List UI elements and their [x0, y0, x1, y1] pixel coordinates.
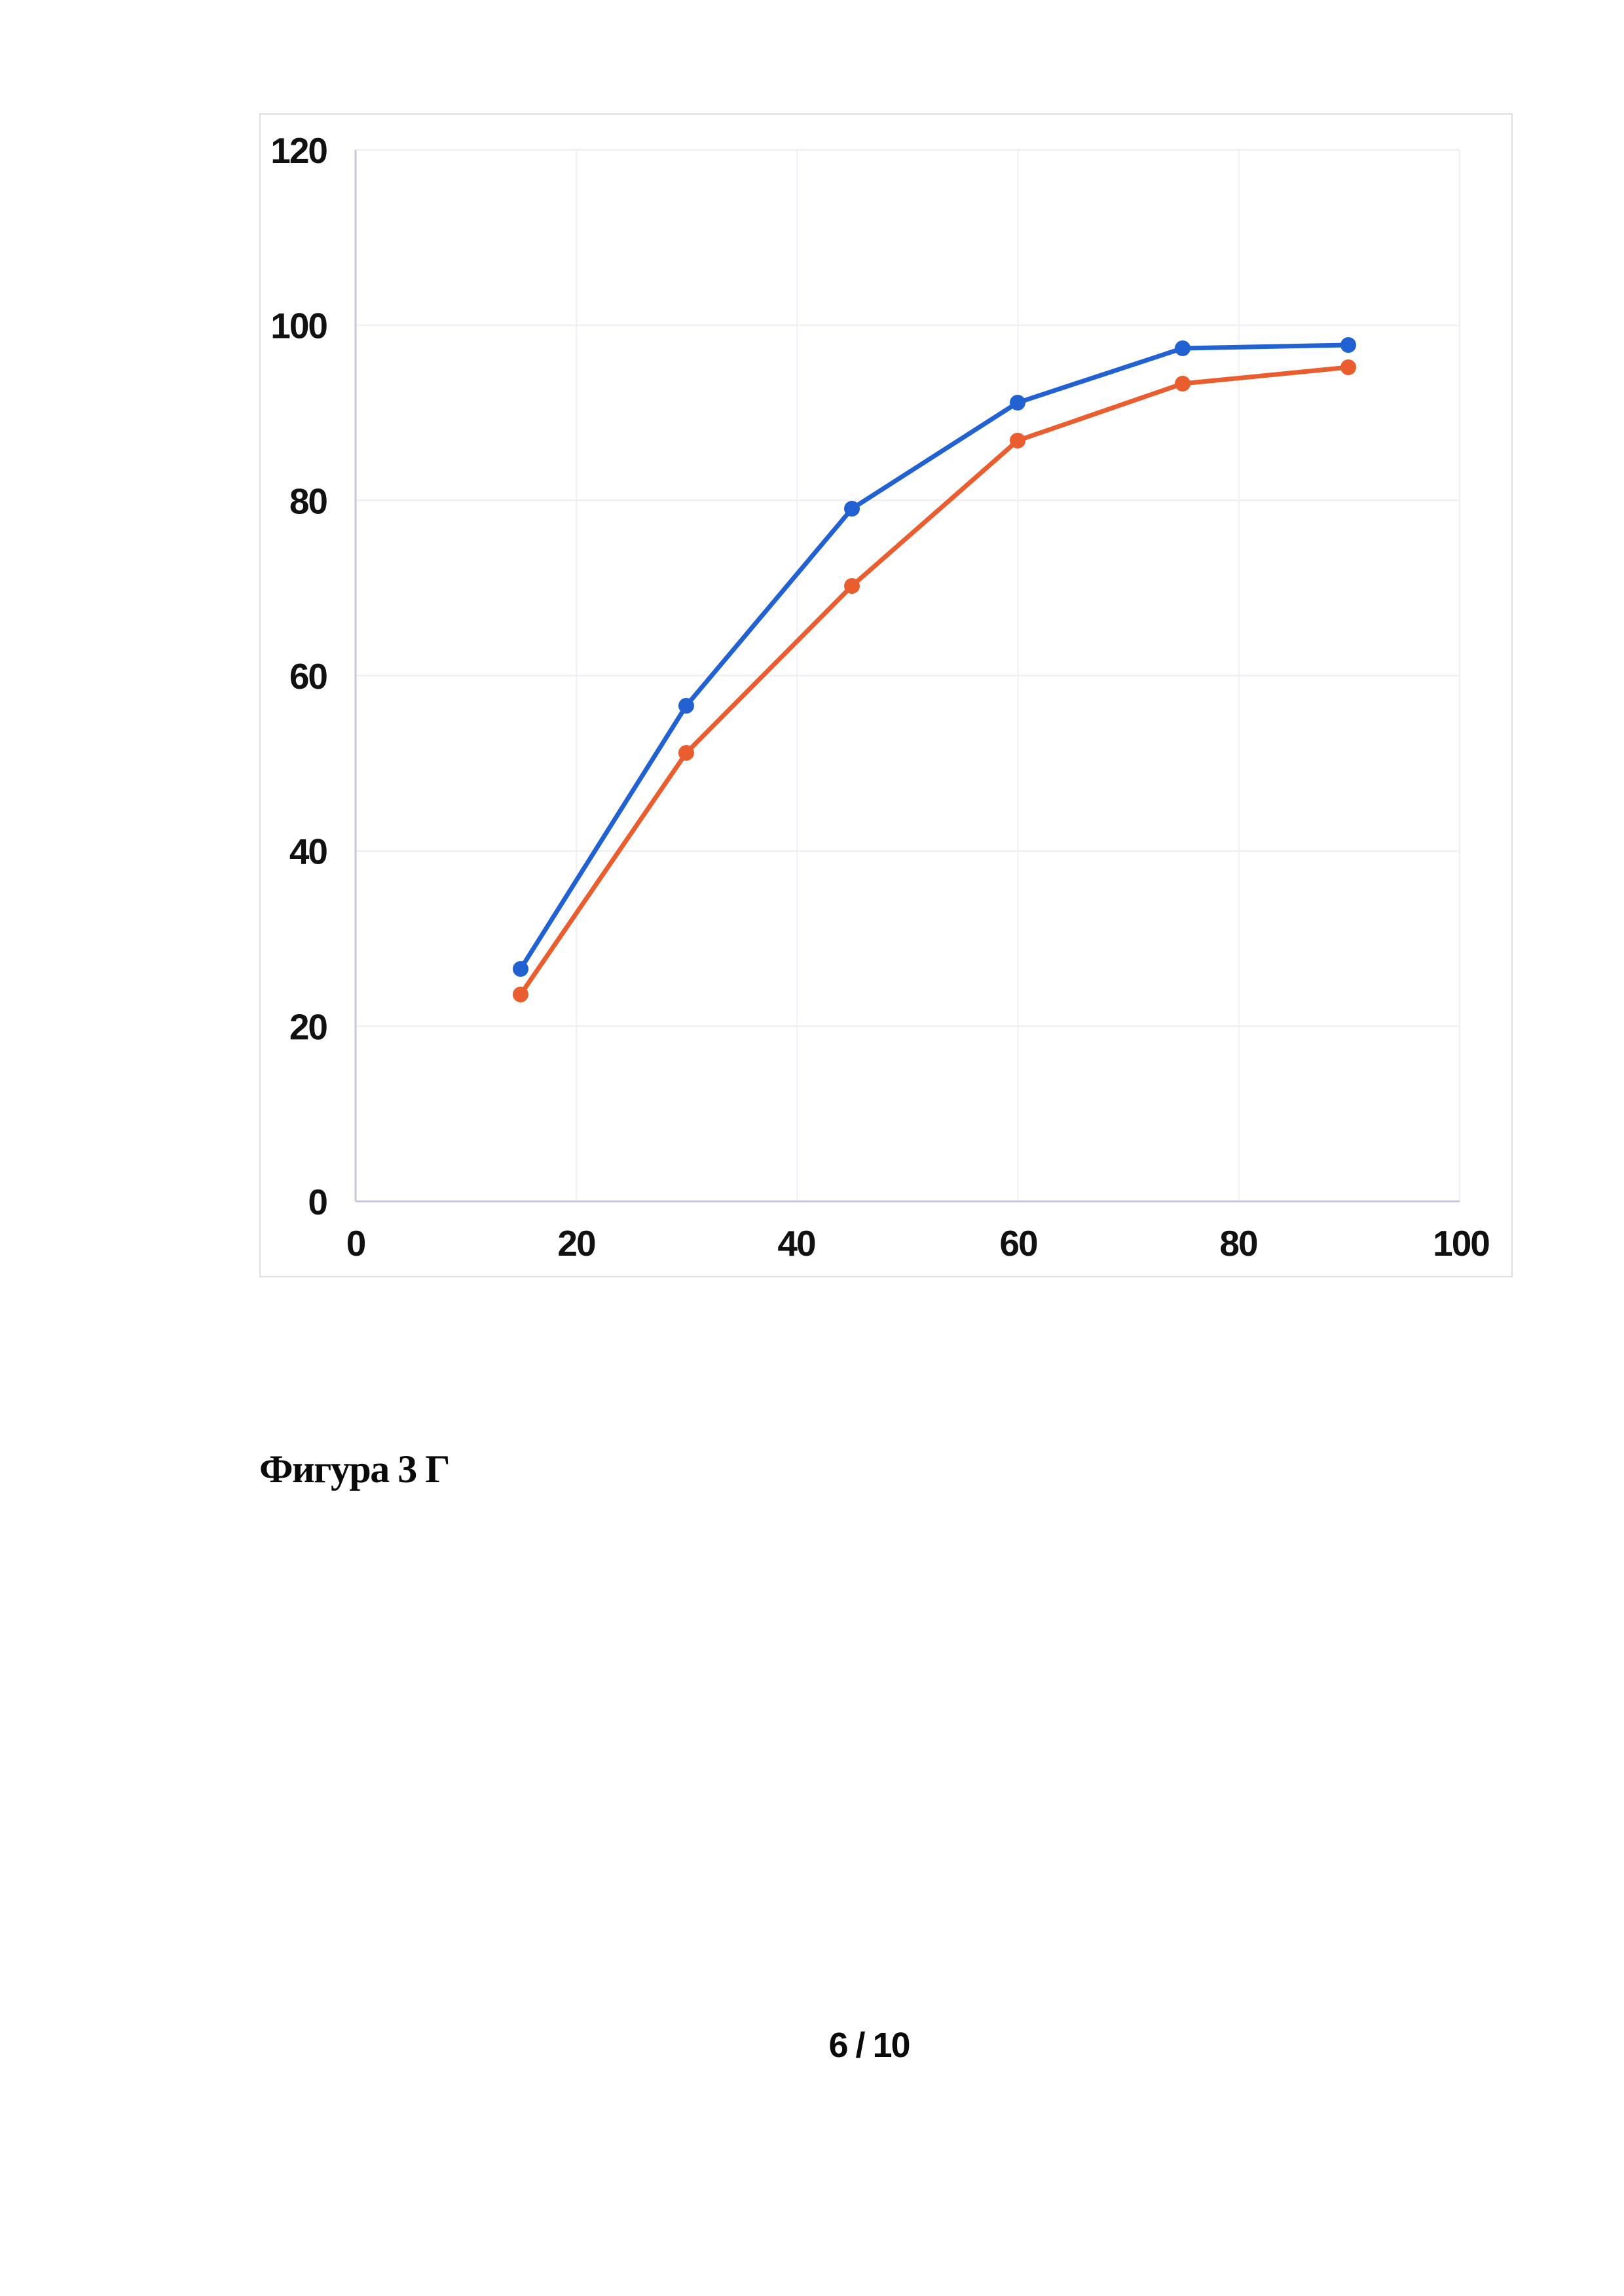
svg-text:120: 120 [270, 130, 327, 171]
svg-text:80: 80 [289, 481, 327, 521]
svg-text:80: 80 [1219, 1223, 1257, 1264]
svg-text:20: 20 [289, 1006, 327, 1047]
svg-text:0: 0 [308, 1182, 327, 1222]
svg-text:Фигура 3 Г: Фигура 3 Г [259, 1448, 449, 1491]
svg-text:20: 20 [557, 1223, 595, 1264]
svg-text:0: 0 [346, 1223, 365, 1264]
svg-text:60: 60 [289, 656, 327, 697]
svg-text:100: 100 [270, 306, 327, 346]
svg-text:40: 40 [777, 1223, 815, 1264]
svg-text:60: 60 [999, 1223, 1037, 1264]
svg-text:6 / 10: 6 / 10 [828, 2026, 909, 2065]
svg-text:100: 100 [1433, 1223, 1489, 1264]
svg-text:40: 40 [289, 831, 327, 872]
